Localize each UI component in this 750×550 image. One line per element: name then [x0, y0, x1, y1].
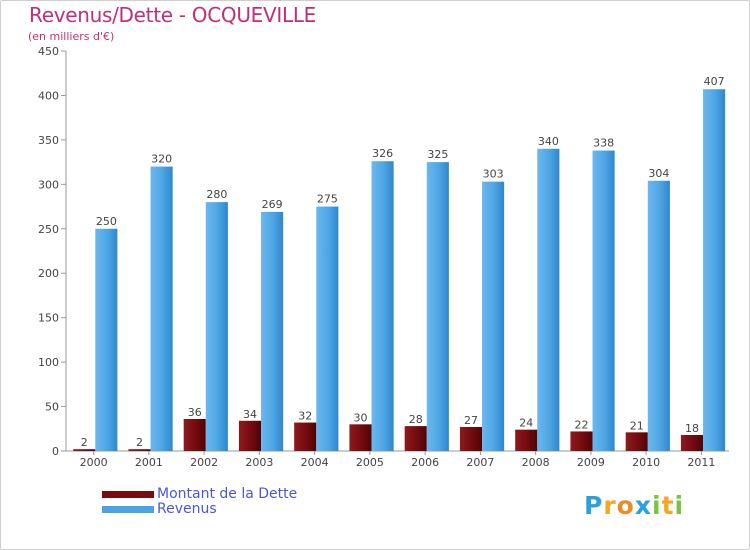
bar-revenus [371, 161, 394, 451]
bar-dette [404, 426, 427, 451]
legend-label-dette: Montant de la Dette [157, 486, 298, 502]
data-label-revenus: 250 [96, 215, 117, 228]
bar-dette [349, 424, 372, 451]
data-label-revenus: 340 [538, 135, 559, 148]
x-tick-label: 2004 [301, 456, 329, 469]
bar-revenus [261, 211, 284, 451]
legend-swatch-dette [102, 490, 154, 498]
legend-label-revenus: Revenus [157, 501, 217, 517]
data-label-dette: 22 [574, 418, 588, 431]
bar-dette [294, 422, 317, 451]
bars-layer [73, 89, 726, 452]
data-label-dette: 32 [298, 410, 312, 423]
data-label-dette: 21 [630, 419, 644, 432]
bar-dette [459, 427, 483, 451]
bar-revenus [95, 228, 118, 451]
x-tick-label: 2005 [356, 456, 384, 469]
data-label-dette: 34 [243, 408, 257, 421]
data-label-dette: 2 [136, 436, 143, 449]
data-label-dette: 27 [464, 414, 478, 427]
y-tick-label: 250 [38, 223, 59, 236]
axis-layer: 0 50 100 150 200 250 300 350 400 450 2000 2001 2002 2… [38, 45, 729, 469]
bar-revenus [316, 206, 339, 451]
x-tick-label: 2008 [522, 456, 550, 469]
bar-dette [238, 420, 262, 451]
brand-letter: i [674, 491, 685, 520]
y-tick-label: 450 [38, 45, 59, 58]
x-tick-label: 2011 [687, 456, 715, 469]
bar-revenus [150, 166, 173, 452]
data-label-revenus: 269 [262, 198, 283, 211]
legend-swatch-revenus [102, 505, 154, 513]
data-label-dette: 2 [81, 436, 88, 449]
legend-item-dette: Montant de la Dette [102, 486, 297, 502]
y-tick-label: 200 [38, 267, 59, 280]
y-tick-label: 100 [38, 356, 59, 369]
bar-revenus [205, 202, 228, 451]
x-tick-label: 2000 [80, 456, 108, 469]
data-label-revenus: 275 [317, 193, 338, 206]
x-tick-label: 2006 [411, 456, 439, 469]
brand-letter: P [584, 491, 604, 520]
bar-dette [625, 432, 648, 451]
bar-revenus [703, 89, 726, 451]
data-label-revenus: 407 [704, 75, 725, 88]
bar-dette [515, 429, 538, 451]
y-tick-label: 400 [38, 89, 59, 102]
labels-layer: 2 250 2 320 36 280 34 269 32 275 30 326 28 325 27 303 24… [81, 75, 725, 449]
data-label-revenus: 326 [372, 147, 393, 160]
data-label-dette: 30 [353, 411, 367, 424]
data-label-dette: 28 [409, 413, 423, 426]
bar-dette [128, 449, 151, 451]
bar-dette [680, 435, 704, 451]
x-tick-label: 2010 [632, 456, 660, 469]
y-tick-label: 300 [38, 178, 59, 191]
bar-revenus [482, 181, 505, 451]
x-tick-label: 2002 [190, 456, 218, 469]
x-tick-label: 2003 [245, 456, 273, 469]
y-tick-label: 50 [45, 401, 59, 414]
data-label-revenus: 280 [206, 188, 227, 201]
y-tick-label: 150 [38, 312, 59, 325]
brand-letter: r [603, 491, 617, 520]
data-label-dette: 18 [685, 422, 699, 435]
brand-letter: i [652, 491, 662, 520]
y-tick-label: 0 [52, 445, 59, 458]
x-tick-label: 2001 [135, 456, 163, 469]
bar-revenus [592, 150, 615, 452]
bar-revenus [537, 148, 560, 451]
data-label-revenus: 304 [648, 167, 669, 180]
data-label-revenus: 338 [593, 137, 614, 150]
brand-letter: x [634, 491, 652, 520]
bar-dette [183, 419, 206, 451]
legend-item-revenus: Revenus [102, 501, 217, 517]
chart-subtitle: (en milliers d'€) [28, 30, 115, 43]
x-tick-label: 2009 [577, 456, 605, 469]
brand-letter: t [661, 491, 675, 520]
data-label-dette: 36 [188, 406, 202, 419]
chart-title: Revenus/Dette - OCQUEVILLE [29, 3, 317, 27]
bar-revenus [647, 180, 670, 451]
y-tick-label: 350 [38, 134, 59, 147]
bar-dette [73, 449, 96, 451]
data-label-revenus: 325 [427, 148, 448, 161]
bar-dette [570, 431, 593, 451]
data-label-revenus: 303 [483, 168, 504, 181]
x-tick-label: 2007 [466, 456, 494, 469]
data-label-revenus: 320 [151, 153, 172, 166]
bar-revenus [426, 162, 449, 451]
proxiti-logo: Proxiti [584, 491, 684, 520]
data-label-dette: 24 [519, 417, 533, 430]
brand-letter: o [616, 491, 635, 520]
